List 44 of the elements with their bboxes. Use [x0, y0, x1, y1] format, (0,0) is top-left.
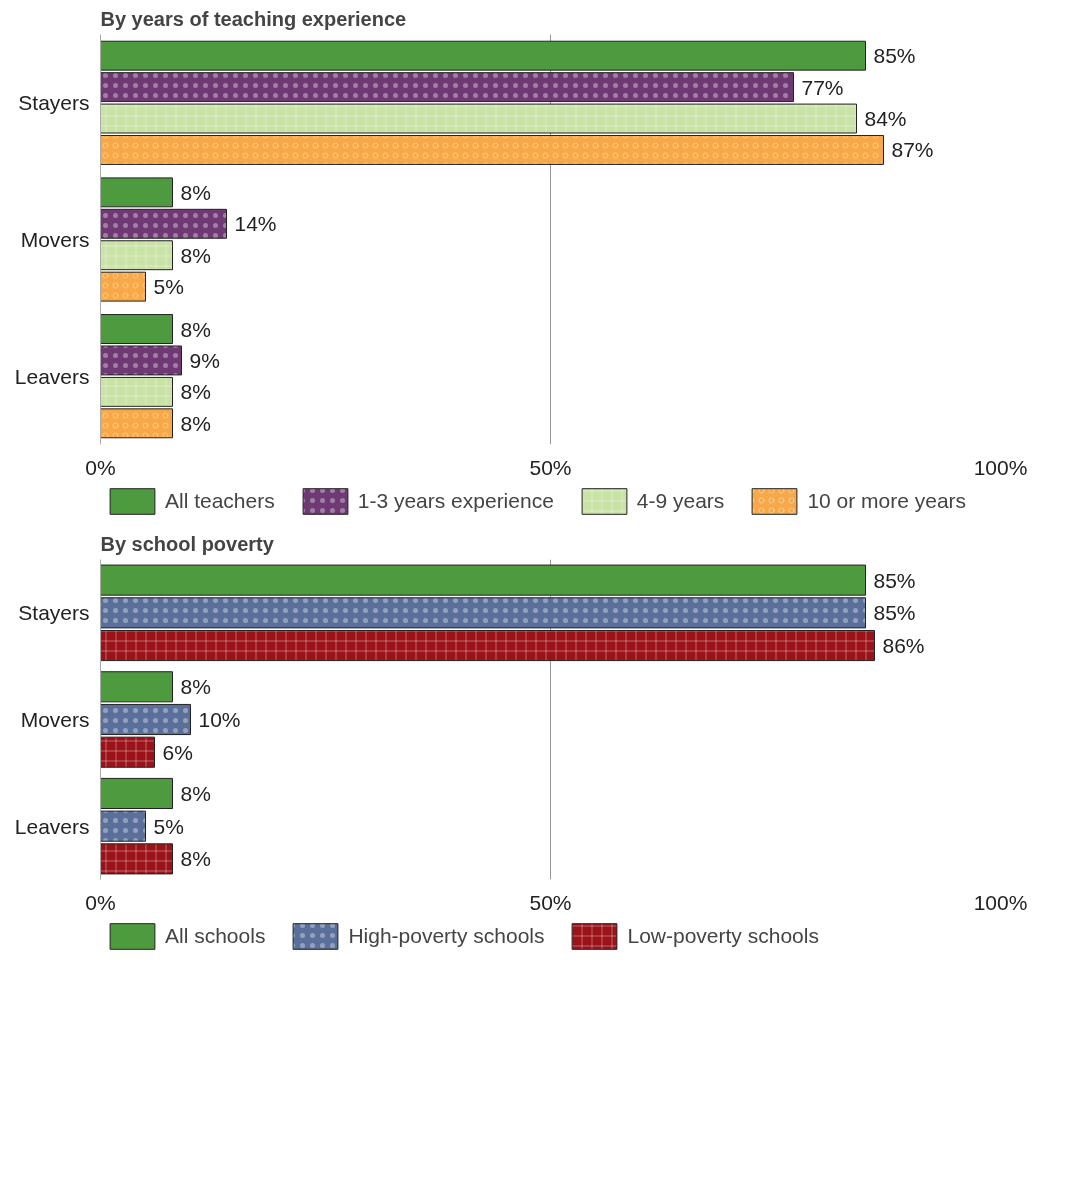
x-tick-label: 0% — [85, 890, 116, 914]
data-label: 8% — [180, 380, 211, 404]
x-tick-label: 0% — [85, 455, 116, 479]
y-tick-label: Leavers — [14, 364, 90, 388]
bar — [100, 671, 173, 703]
data-label: 6% — [162, 740, 193, 764]
legend-label: Low-poverty schools — [627, 924, 819, 948]
x-tick-label: 100% — [973, 890, 1028, 914]
y-tick-label: Stayers — [18, 601, 90, 625]
y-tick-label: Movers — [20, 708, 90, 731]
data-label: 87% — [891, 138, 934, 162]
data-label: 8% — [180, 675, 211, 699]
data-label: 8% — [180, 317, 211, 341]
chart-title: By school poverty — [100, 532, 275, 555]
data-label: 8% — [180, 847, 211, 871]
data-label: 10% — [198, 708, 241, 731]
data-label: 8% — [180, 180, 211, 204]
x-tick-label: 50% — [529, 455, 572, 479]
data-label: 77% — [801, 75, 844, 99]
data-label: 85% — [873, 568, 916, 592]
data-label: 8% — [180, 411, 211, 435]
legend-label: All schools — [165, 924, 266, 948]
legend-label: 4-9 years — [636, 489, 725, 513]
y-tick-label: Stayers — [18, 91, 90, 115]
data-label: 5% — [153, 814, 184, 838]
legend-label: 1-3 years experience — [357, 489, 554, 513]
bar — [100, 177, 173, 208]
data-label: 9% — [189, 348, 220, 372]
data-label: 84% — [864, 107, 907, 131]
data-label: 8% — [180, 781, 211, 805]
y-tick-label: Leavers — [14, 814, 90, 838]
data-label: 14% — [234, 212, 277, 236]
legend-label: 10 or more years — [807, 489, 967, 513]
data-label: 85% — [873, 44, 916, 68]
data-label: 8% — [180, 243, 211, 267]
data-label: 5% — [153, 275, 184, 299]
data-label: 85% — [873, 601, 916, 625]
chart-title: By years of teaching experience — [100, 7, 407, 30]
legend-label: All teachers — [165, 489, 275, 513]
data-label: 86% — [882, 634, 925, 658]
legend-label: High-poverty schools — [348, 924, 545, 948]
x-tick-label: 100% — [973, 455, 1028, 479]
y-tick-label: Movers — [20, 228, 90, 251]
x-tick-label: 50% — [529, 890, 572, 914]
